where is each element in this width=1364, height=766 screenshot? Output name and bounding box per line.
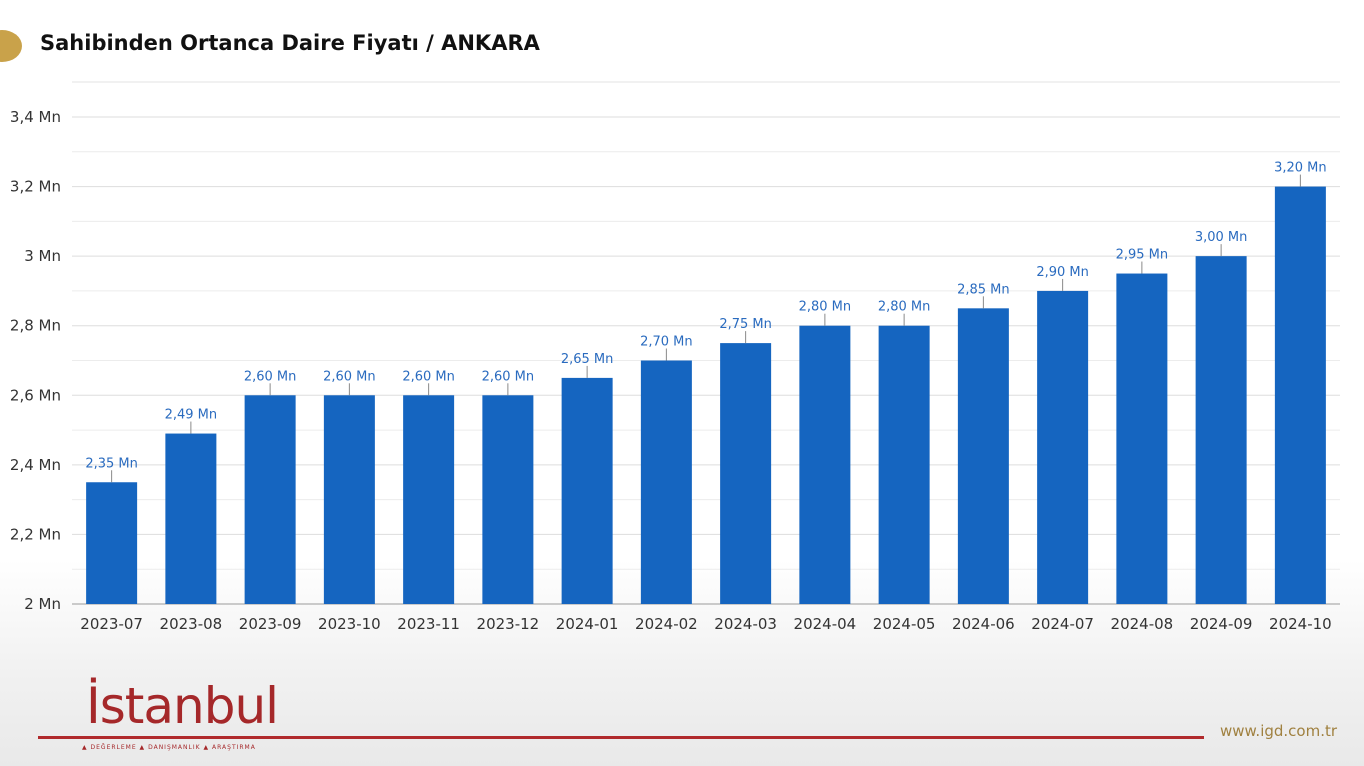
bar (403, 395, 455, 604)
logo-tagline: ▲ DEĞERLEME ▲ DANIŞMANLIK ▲ ARAŞTIRMA (82, 744, 256, 751)
data-label: 2,60 Mn (482, 369, 535, 384)
bar-chart: 2 Mn 2,2 Mn 2,4 Mn 2,6 Mn 2,8 Mn 3 Mn 3,2 Mn 3,… (10, 81, 1340, 633)
bar (1037, 290, 1089, 604)
x-tick-label: 2024-06 (952, 615, 1015, 633)
y-tick-label: 2,2 Mn (10, 525, 61, 543)
y-tick-label: 2,4 Mn (10, 456, 61, 474)
bar (323, 395, 375, 604)
y-tick-label: 3,2 Mn (10, 178, 61, 196)
data-label: 2,60 Mn (244, 369, 297, 384)
x-tick-label: 2023-11 (397, 615, 460, 633)
y-tick-label: 3 Mn (24, 247, 61, 265)
data-label: 2,60 Mn (402, 369, 455, 384)
x-axis: 2023-07 2023-08 2023-09 2023-10 2023-11 2023-… (80, 615, 1331, 633)
data-label: 2,60 Mn (323, 369, 376, 384)
data-label: 3,00 Mn (1195, 230, 1248, 245)
x-tick-label: 2024-03 (714, 615, 777, 633)
data-label: 2,70 Mn (640, 335, 693, 350)
x-tick-label: 2024-08 (1111, 615, 1174, 633)
title-accent-shape (0, 30, 22, 62)
bar (482, 395, 534, 604)
data-labels: 2,35 Mn 2,49 Mn 2,60 Mn 2,60 Mn 2,60 Mn 2,60 … (85, 161, 1327, 483)
data-label: 2,49 Mn (165, 408, 218, 423)
x-tick-label: 2024-09 (1190, 615, 1253, 633)
bar (878, 325, 930, 604)
data-label: 2,75 Mn (719, 317, 772, 332)
data-label: 2,90 Mn (1036, 265, 1089, 280)
y-tick-label: 3,4 Mn (10, 108, 61, 126)
x-tick-label: 2024-02 (635, 615, 698, 633)
data-label: 2,80 Mn (799, 300, 852, 315)
x-tick-label: 2024-05 (873, 615, 936, 633)
data-label: 2,65 Mn (561, 352, 614, 367)
bar (1195, 256, 1247, 604)
logo-underline (38, 736, 1204, 739)
data-label: 2,35 Mn (85, 456, 138, 471)
website-link[interactable]: www.igd.com.tr (1220, 722, 1338, 740)
y-axis: 2 Mn 2,2 Mn 2,4 Mn 2,6 Mn 2,8 Mn 3 Mn 3,2 Mn 3,… (10, 108, 61, 613)
logo-wordmark: İstanbul (86, 677, 279, 735)
bar (1116, 273, 1168, 604)
y-tick-label: 2 Mn (24, 595, 61, 613)
bars (86, 186, 1326, 605)
x-tick-label: 2023-12 (477, 615, 540, 633)
data-label: 3,20 Mn (1274, 161, 1327, 176)
bar (86, 482, 138, 604)
bar (561, 377, 613, 604)
bar (244, 395, 296, 604)
x-tick-label: 2023-08 (160, 615, 223, 633)
istanbul-logo: İstanbul ▲ DEĞERLEME ▲ DANIŞMANLIK ▲ ARA… (38, 676, 1208, 756)
bar (165, 433, 217, 604)
y-tick-label: 2,8 Mn (10, 317, 61, 335)
y-tick-label: 2,6 Mn (10, 386, 61, 404)
bar (957, 308, 1009, 604)
x-tick-label: 2023-09 (239, 615, 302, 633)
x-tick-label: 2023-10 (318, 615, 381, 633)
data-label: 2,80 Mn (878, 300, 931, 315)
chart-title: Sahibinden Ortanca Daire Fiyatı / ANKARA (40, 31, 540, 55)
x-tick-label: 2024-10 (1269, 615, 1332, 633)
x-tick-label: 2023-07 (80, 615, 143, 633)
bar (1274, 186, 1326, 605)
bar (720, 343, 772, 604)
bar (640, 360, 692, 604)
data-label: 2,95 Mn (1116, 248, 1169, 263)
x-tick-label: 2024-01 (556, 615, 619, 633)
x-tick-label: 2024-07 (1031, 615, 1094, 633)
data-label: 2,85 Mn (957, 282, 1010, 297)
bar (799, 325, 851, 604)
x-tick-label: 2024-04 (794, 615, 857, 633)
